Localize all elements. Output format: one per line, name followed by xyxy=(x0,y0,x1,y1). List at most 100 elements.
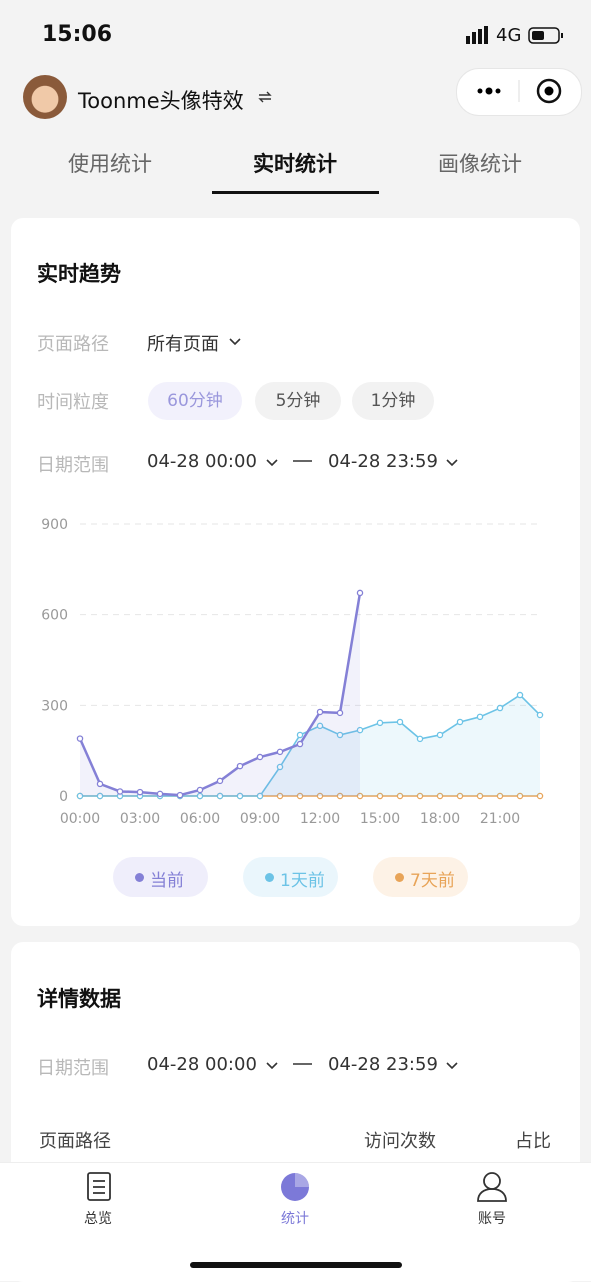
date-start[interactable]: 04-28 00:00 xyxy=(147,1054,257,1075)
x-tick-label: 15:00 xyxy=(360,811,400,827)
column-header: 页面路径 xyxy=(39,1131,111,1152)
tab-underline xyxy=(212,191,379,194)
data-point xyxy=(116,788,124,795)
chevron xyxy=(229,338,241,346)
data-point xyxy=(356,589,364,597)
home-indicator xyxy=(190,1262,402,1268)
date-end[interactable]: 04-28 23:59 xyxy=(328,1054,438,1075)
y-tick-label: 600 xyxy=(41,608,68,624)
data-point xyxy=(236,792,244,800)
legend-dot xyxy=(265,873,274,882)
network-label: 4G xyxy=(496,25,522,46)
data-point xyxy=(136,788,144,796)
card-title: 实时趋势 xyxy=(37,262,121,286)
data-point xyxy=(96,780,104,788)
data-point xyxy=(156,790,164,798)
data-point xyxy=(316,708,324,716)
data-point xyxy=(196,792,204,800)
status-time: 15:06 xyxy=(42,22,113,47)
data-point xyxy=(336,709,344,717)
legend-label: 1天前 xyxy=(280,871,325,891)
tab[interactable]: 使用统计 xyxy=(68,152,152,176)
data-point xyxy=(216,777,224,785)
x-tick-label: 21:00 xyxy=(480,811,520,827)
series-line xyxy=(80,694,541,797)
x-tick-label: 03:00 xyxy=(120,811,160,827)
data-point xyxy=(256,753,264,761)
x-tick-label: 12:00 xyxy=(300,811,340,827)
legend-item[interactable]: 1天前 xyxy=(243,857,338,897)
data-point xyxy=(96,792,104,800)
data-point xyxy=(496,704,504,712)
data-point xyxy=(476,792,484,800)
data-point xyxy=(336,731,344,739)
x-tick-label: 18:00 xyxy=(420,811,460,827)
data-point xyxy=(516,691,524,699)
chart: 0 300 600 900 00:00 03:00 06:00 09:00 12:00 15:00… xyxy=(41,517,544,827)
switch-icon[interactable] xyxy=(258,90,272,104)
data-point xyxy=(316,722,324,730)
data-point xyxy=(176,791,184,799)
data-point xyxy=(196,786,204,794)
data-point xyxy=(336,792,344,800)
x-tick-label: 09:00 xyxy=(240,811,280,827)
data-point xyxy=(396,792,404,800)
app-title[interactable]: Toonme头像特效 xyxy=(78,89,244,113)
capsule-icons xyxy=(477,78,562,104)
filter-label: 日期范围 xyxy=(37,455,109,476)
data-point xyxy=(496,792,504,800)
nav-icons xyxy=(87,1172,507,1202)
filter-label: 页面路径 xyxy=(37,334,109,355)
y-tick-label: 300 xyxy=(41,698,68,714)
granularity-option[interactable]: 60分钟 xyxy=(148,382,242,420)
legend-item[interactable]: 7天前 xyxy=(373,857,468,897)
legend-dot xyxy=(135,873,144,882)
data-point xyxy=(216,792,224,800)
data-point xyxy=(416,792,424,800)
data-point xyxy=(516,792,524,800)
legend-item[interactable]: 当前 xyxy=(113,857,208,897)
legend-label: 当前 xyxy=(150,871,184,891)
legend-label: 7天前 xyxy=(410,871,455,891)
data-point xyxy=(396,718,404,726)
data-point xyxy=(236,762,244,770)
data-point xyxy=(536,711,544,719)
data-point xyxy=(316,792,324,800)
date-decor xyxy=(266,1062,458,1070)
tab[interactable]: 画像统计 xyxy=(438,152,522,176)
data-point xyxy=(456,792,464,800)
column-header: 占比 xyxy=(515,1131,551,1152)
data-point xyxy=(276,748,284,756)
nav-item[interactable]: 统计 xyxy=(281,1211,309,1227)
data-point xyxy=(416,735,424,743)
nav-item[interactable]: 总览 xyxy=(84,1211,112,1227)
date-decor xyxy=(266,459,458,467)
date-end[interactable]: 04-28 23:59 xyxy=(328,451,438,472)
avatar xyxy=(23,75,67,119)
data-point xyxy=(296,740,304,748)
x-tick-label: 00:00 xyxy=(60,811,100,827)
data-point xyxy=(536,792,544,800)
x-tick-label: 06:00 xyxy=(180,811,220,827)
trend-card xyxy=(11,218,580,926)
data-point xyxy=(476,713,484,721)
granularity-option[interactable]: 1分钟 xyxy=(352,382,434,420)
data-point xyxy=(436,731,444,739)
data-point xyxy=(376,719,384,727)
status-icons xyxy=(466,26,563,44)
data-point xyxy=(376,792,384,800)
data-point xyxy=(456,718,464,726)
granularity-option[interactable]: 5分钟 xyxy=(255,382,341,420)
date-start[interactable]: 04-28 00:00 xyxy=(147,451,257,472)
data-point xyxy=(356,726,364,734)
y-tick-label: 900 xyxy=(41,517,68,533)
card-title: 详情数据 xyxy=(37,987,121,1011)
filter-label: 时间粒度 xyxy=(37,392,109,413)
tab[interactable]: 实时统计 xyxy=(253,152,337,176)
data-point xyxy=(256,792,264,800)
data-point xyxy=(436,792,444,800)
nav-item[interactable]: 账号 xyxy=(478,1211,506,1227)
path-select[interactable]: 所有页面 xyxy=(147,334,219,355)
filter-label: 日期范围 xyxy=(37,1058,109,1079)
